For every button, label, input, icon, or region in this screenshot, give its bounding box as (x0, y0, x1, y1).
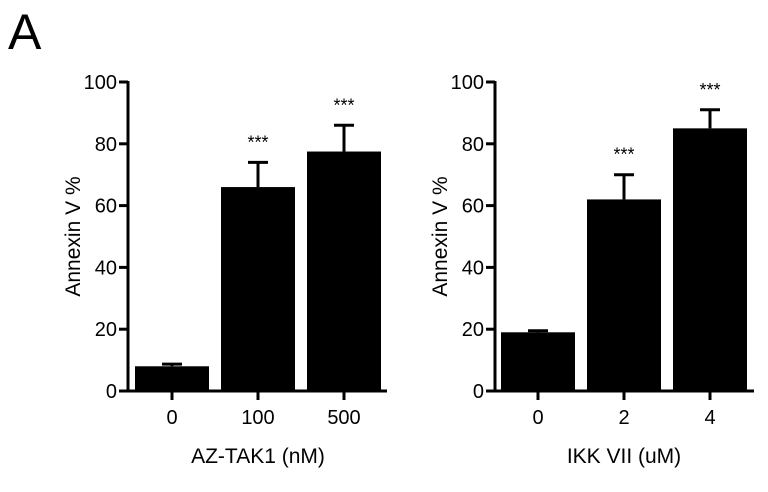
bar-2 (587, 199, 661, 391)
y-tick-label: 60 (462, 196, 484, 218)
x-tick-label: 100 (241, 407, 274, 429)
x-axis-title: IKK VII (uM) (567, 445, 681, 468)
y-tick-label: 20 (462, 319, 484, 341)
x-tick-label: 500 (327, 407, 360, 429)
chart-panel-2: *** *** 0 20 40 60 80 100 0 2 4 IKK VII (uM) Annexin… (429, 72, 754, 468)
y-tick-label: 40 (95, 257, 117, 279)
bar-100 (221, 187, 295, 391)
x-tick-label: 2 (618, 407, 629, 429)
significance-marker: *** (247, 132, 268, 152)
y-tick-label: 20 (95, 319, 117, 341)
bar-4 (673, 128, 747, 391)
y-tick-label: 80 (462, 134, 484, 156)
bar-0 (135, 366, 209, 391)
significance-marker: *** (333, 95, 354, 115)
x-axis-title: AZ-TAK1 (nM) (191, 445, 325, 468)
x-tick-label: 0 (166, 407, 177, 429)
y-axis-title: Annexin V % (429, 176, 452, 296)
bar-500 (307, 151, 381, 391)
bar-0 (501, 332, 575, 391)
y-axis-title: Annexin V % (62, 176, 85, 296)
y-tick-label: 100 (451, 72, 484, 94)
y-tick-label: 0 (473, 381, 484, 403)
significance-marker: *** (613, 145, 634, 165)
y-tick-label: 60 (95, 196, 117, 218)
panel-label: A (8, 4, 42, 60)
y-tick-label: 40 (462, 257, 484, 279)
y-tick-label: 100 (84, 72, 117, 94)
y-tick-label: 0 (106, 381, 117, 403)
y-tick-label: 80 (95, 134, 117, 156)
x-tick-label: 4 (704, 407, 715, 429)
significance-marker: *** (699, 80, 720, 100)
x-tick-label: 0 (532, 407, 543, 429)
